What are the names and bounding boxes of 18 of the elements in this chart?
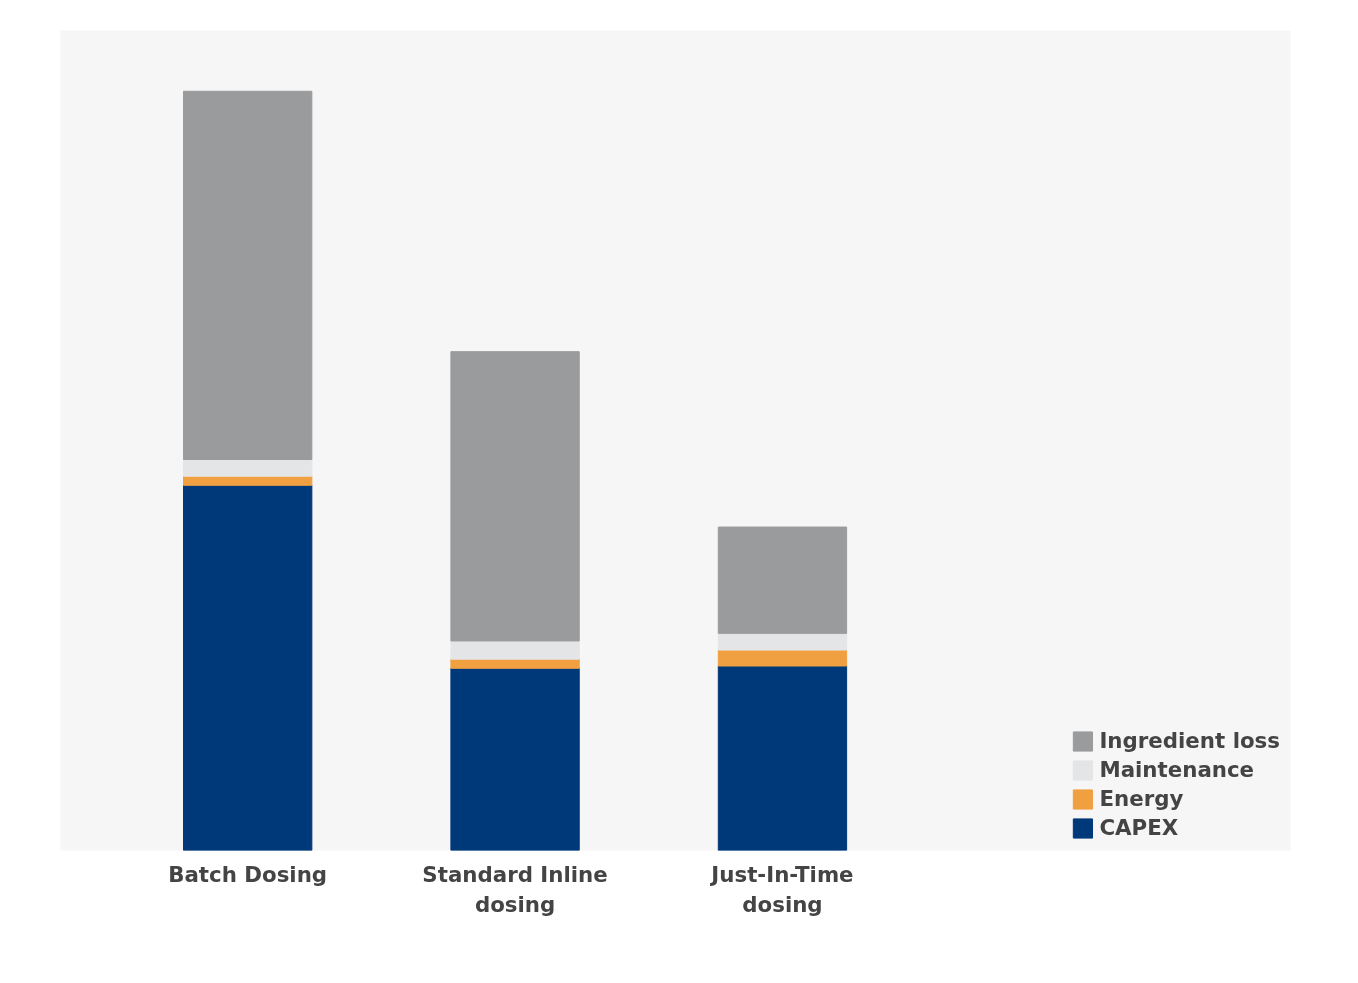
legend-label: CAPEX	[1099, 815, 1179, 840]
x-tick-label: Batch Dosing	[168, 861, 328, 887]
legend-label: Ingredient loss	[1099, 728, 1280, 753]
bar	[183, 484, 313, 851]
bar	[450, 351, 580, 642]
bar	[450, 658, 580, 669]
bar	[717, 665, 848, 851]
bar	[717, 649, 848, 667]
bar	[183, 458, 313, 477]
legend-label: Energy	[1099, 786, 1184, 811]
bar	[183, 90, 313, 460]
x-tick-label: Standard Inline dosing	[422, 861, 608, 917]
bar	[717, 632, 848, 651]
bar	[450, 667, 580, 851]
legend-label: Maintenance	[1099, 757, 1255, 782]
bar	[717, 526, 848, 634]
bar	[450, 640, 580, 660]
x-tick-label: Just-In-Time dosing	[709, 861, 854, 917]
